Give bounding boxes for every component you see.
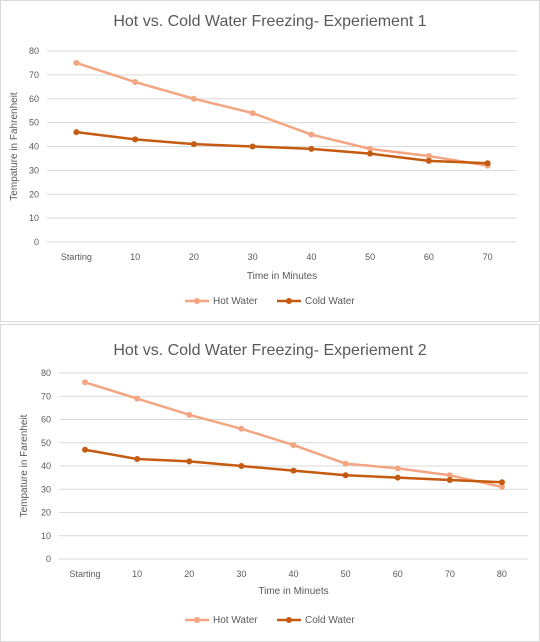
- data-point: [290, 442, 297, 449]
- y-tick-label: 10: [29, 213, 39, 223]
- data-point: [186, 411, 193, 418]
- series-line: [76, 130, 488, 165]
- y-axis-label: Tempature in Farenheit: [19, 414, 30, 517]
- data-point: [134, 456, 141, 463]
- y-tick-label: 30: [41, 484, 51, 494]
- y-tick-label: 70: [29, 70, 39, 80]
- x-tick-label: 10: [130, 252, 140, 262]
- data-point: [290, 467, 297, 474]
- y-tick-label: 80: [29, 46, 39, 56]
- chart-title: Hot vs. Cold Water Freezing- Experiement…: [113, 342, 426, 359]
- data-point: [186, 458, 193, 465]
- y-tick-label: 0: [34, 237, 39, 247]
- x-tick-label: 30: [248, 252, 258, 262]
- data-point: [342, 472, 349, 479]
- chart-title: Hot vs. Cold Water Freezing- Experiement…: [113, 13, 426, 30]
- legend: Hot Water Cold Water: [185, 296, 355, 307]
- x-tick-label: 50: [365, 252, 375, 262]
- y-tick-label: 20: [41, 508, 51, 518]
- x-tick-label: 10: [132, 569, 142, 579]
- data-point: [367, 145, 374, 152]
- data-point: [498, 483, 505, 490]
- legend-label: Hot Water: [213, 296, 258, 307]
- x-tick-label: 50: [341, 569, 351, 579]
- x-tick-label: Starting: [61, 252, 92, 262]
- y-axis-label: Tempature in Fahrenheit: [9, 92, 20, 201]
- data-point: [132, 79, 139, 86]
- y-tick-label: 80: [41, 368, 51, 378]
- data-point: [425, 153, 432, 160]
- data-point: [394, 474, 401, 481]
- data-point: [249, 110, 256, 117]
- y-tick-label: 30: [29, 165, 39, 175]
- chart-panel-1: Hot vs. Cold Water Freezing- Experiement…: [0, 0, 540, 322]
- x-axis-label: Time in Minuets: [258, 586, 328, 597]
- data-point: [394, 465, 401, 472]
- data-point: [82, 446, 89, 453]
- data-point: [190, 95, 197, 102]
- series-cold-water: [73, 129, 491, 167]
- x-tick-label: Starting: [70, 569, 101, 579]
- y-tick-label: 40: [41, 461, 51, 471]
- x-axis-label: Time in Minutes: [247, 271, 317, 282]
- x-tick-label: 80: [497, 569, 507, 579]
- data-point: [308, 145, 315, 152]
- y-tick-label: 50: [41, 438, 51, 448]
- data-point: [82, 379, 89, 386]
- data-point: [425, 157, 432, 164]
- data-point: [446, 472, 453, 479]
- legend-label: Cold Water: [305, 615, 355, 626]
- series-line: [75, 61, 488, 167]
- data-point: [132, 136, 139, 143]
- legend-swatch-marker: [286, 298, 292, 304]
- data-point: [308, 131, 315, 138]
- data-point: [498, 479, 505, 486]
- x-tick-label: 30: [236, 569, 246, 579]
- x-tick-label: 60: [424, 252, 434, 262]
- chart-panel-2: Hot vs. Cold Water Freezing- Experiement…: [0, 324, 540, 642]
- x-tick-label: 20: [189, 252, 199, 262]
- y-tick-label: 70: [41, 391, 51, 401]
- legend-label: Hot Water: [213, 615, 258, 626]
- data-point: [73, 59, 80, 66]
- y-tick-label: 0: [46, 554, 51, 564]
- data-point: [367, 150, 374, 157]
- y-tick-label: 60: [29, 94, 39, 104]
- x-tick-label: 40: [306, 252, 316, 262]
- legend-label: Cold Water: [305, 296, 355, 307]
- legend: Hot Water Cold Water: [185, 615, 355, 626]
- data-point: [484, 160, 491, 167]
- y-tick-label: 20: [29, 189, 39, 199]
- x-tick-label: 40: [288, 569, 298, 579]
- chart-1: Hot vs. Cold Water Freezing- Experiement…: [9, 13, 517, 307]
- y-tick-label: 10: [41, 531, 51, 541]
- chart-2: Hot vs. Cold Water Freezing- Experiement…: [19, 342, 528, 626]
- x-tick-label: 20: [184, 569, 194, 579]
- data-point: [190, 141, 197, 148]
- data-point: [446, 476, 453, 483]
- x-tick-label: 70: [483, 252, 493, 262]
- data-point: [342, 460, 349, 467]
- x-tick-label: 70: [445, 569, 455, 579]
- series-hot-water: [82, 379, 505, 490]
- legend-swatch-marker: [286, 617, 292, 623]
- data-point: [73, 129, 80, 136]
- y-tick-label: 40: [29, 142, 39, 152]
- series-hot-water: [73, 59, 491, 169]
- x-tick-label: 60: [393, 569, 403, 579]
- legend-swatch-marker: [194, 298, 200, 304]
- legend-swatch-marker: [194, 617, 200, 623]
- data-point: [238, 425, 245, 432]
- series-cold-water: [82, 446, 505, 486]
- y-tick-label: 50: [29, 118, 39, 128]
- data-point: [249, 143, 256, 150]
- y-tick-label: 60: [41, 415, 51, 425]
- data-point: [134, 395, 141, 402]
- data-point: [238, 463, 245, 469]
